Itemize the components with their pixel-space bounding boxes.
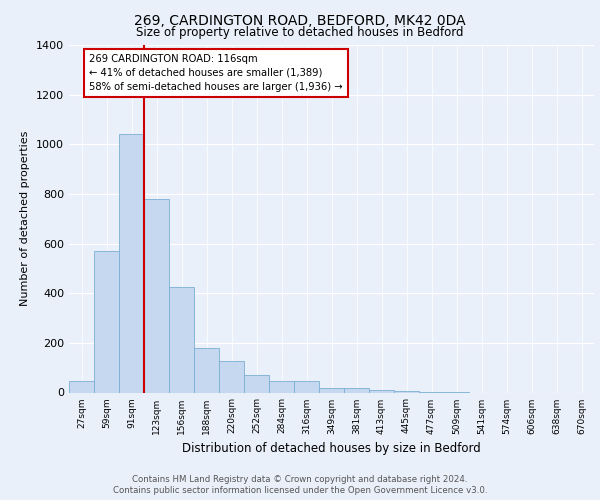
Bar — [194, 348, 219, 393]
Bar — [69, 382, 94, 392]
Text: Contains public sector information licensed under the Open Government Licence v3: Contains public sector information licen… — [113, 486, 487, 495]
Text: Size of property relative to detached houses in Bedford: Size of property relative to detached ho… — [136, 26, 464, 39]
Bar — [219, 362, 244, 392]
Text: 269, CARDINGTON ROAD, BEDFORD, MK42 0DA: 269, CARDINGTON ROAD, BEDFORD, MK42 0DA — [134, 14, 466, 28]
Bar — [94, 251, 119, 392]
Text: Contains HM Land Registry data © Crown copyright and database right 2024.: Contains HM Land Registry data © Crown c… — [132, 475, 468, 484]
Bar — [269, 380, 294, 392]
Bar — [244, 375, 269, 392]
Y-axis label: Number of detached properties: Number of detached properties — [20, 131, 31, 306]
Bar — [344, 388, 369, 392]
X-axis label: Distribution of detached houses by size in Bedford: Distribution of detached houses by size … — [182, 442, 481, 455]
Bar — [319, 388, 344, 392]
Text: 269 CARDINGTON ROAD: 116sqm
← 41% of detached houses are smaller (1,389)
58% of : 269 CARDINGTON ROAD: 116sqm ← 41% of det… — [89, 54, 343, 92]
Bar — [294, 382, 319, 392]
Bar — [119, 134, 144, 392]
Bar — [169, 287, 194, 393]
Bar — [144, 199, 169, 392]
Bar — [369, 390, 394, 392]
